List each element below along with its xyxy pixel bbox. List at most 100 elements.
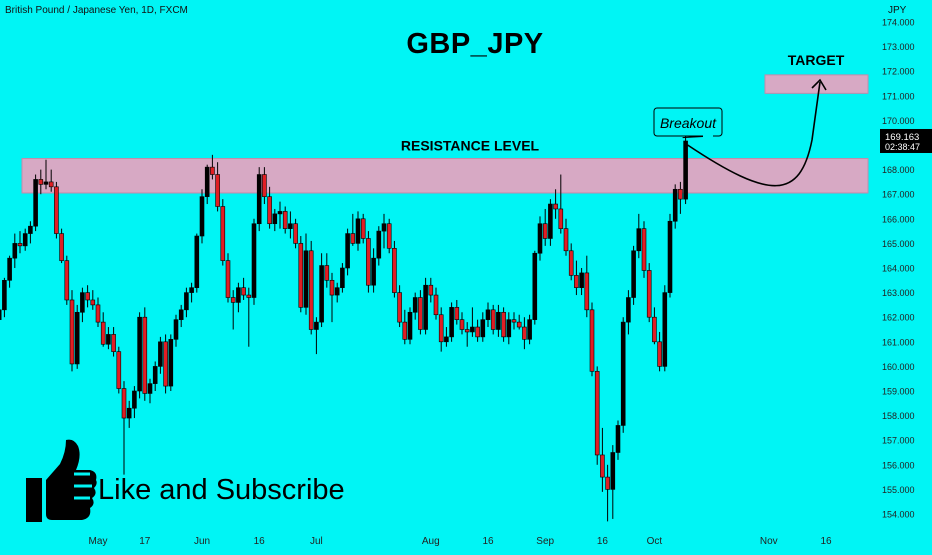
- candle-body: [506, 319, 512, 338]
- candle: [236, 282, 241, 313]
- candle: [152, 361, 158, 391]
- candle-body: [288, 223, 293, 229]
- chart-title: GBP_JPY: [406, 28, 544, 60]
- candle-body: [652, 316, 657, 343]
- candle: [345, 228, 350, 276]
- candle: [418, 290, 423, 335]
- candle: [366, 231, 371, 293]
- candle: [225, 253, 231, 303]
- candle-body: [28, 225, 33, 234]
- candle-body: [646, 270, 652, 318]
- candle-body: [594, 371, 600, 456]
- candle: [392, 240, 397, 298]
- candle: [22, 228, 28, 251]
- y-tick-label: 159.000: [882, 387, 915, 397]
- candle: [0, 309, 2, 320]
- like-subscribe-text: Like and Subscribe: [98, 474, 345, 506]
- candle-body: [470, 326, 475, 333]
- candle: [589, 302, 595, 377]
- breakout-callout-box: [653, 107, 723, 137]
- candle-body: [90, 299, 96, 306]
- candle: [262, 167, 267, 205]
- candle: [43, 159, 49, 190]
- candle-body: [189, 287, 194, 293]
- candle-body: [626, 297, 631, 323]
- candle-body: [241, 287, 246, 296]
- candle: [553, 189, 558, 219]
- candle: [620, 317, 626, 433]
- candle-body: [95, 304, 101, 323]
- candle-body: [137, 316, 142, 392]
- candle-body: [54, 186, 59, 234]
- thumbs-up-icon: [26, 439, 97, 522]
- candle: [74, 304, 80, 369]
- candle: [64, 255, 70, 305]
- candle-body: [532, 252, 538, 320]
- candle: [293, 218, 298, 249]
- currency-label: JPY: [888, 5, 907, 16]
- candle: [334, 282, 340, 303]
- candle-body: [251, 223, 257, 298]
- candle: [246, 287, 252, 347]
- candle: [329, 272, 335, 323]
- candle-body: [152, 366, 158, 384]
- candle: [563, 218, 569, 256]
- candle-body: [376, 230, 382, 259]
- candle: [662, 285, 668, 372]
- candle-body: [2, 279, 7, 311]
- candle: [303, 233, 309, 315]
- candle-body: [381, 223, 387, 232]
- candle-body: [600, 454, 605, 478]
- candle: [121, 381, 127, 475]
- candle: [126, 400, 132, 428]
- candle: [199, 189, 205, 244]
- candle: [667, 213, 673, 298]
- candle: [501, 307, 506, 342]
- candle-body: [397, 292, 402, 323]
- candle: [631, 245, 636, 305]
- candle: [189, 282, 194, 303]
- candle: [267, 186, 272, 229]
- candle: [163, 334, 168, 394]
- candle: [485, 302, 491, 328]
- candle: [397, 285, 402, 328]
- y-tick-label: 174.000: [882, 18, 915, 28]
- candle: [381, 213, 387, 249]
- y-tick-label: 170.000: [882, 116, 915, 126]
- candle-body: [574, 275, 579, 288]
- last-price-tag: [880, 128, 932, 153]
- candle: [522, 317, 527, 350]
- candle-body: [236, 287, 241, 303]
- candle-body: [548, 203, 553, 239]
- candle-body: [563, 228, 569, 252]
- candle: [241, 277, 246, 300]
- candle-body: [293, 223, 298, 244]
- candle: [59, 228, 64, 264]
- candle-body: [423, 284, 428, 330]
- candle: [12, 233, 18, 268]
- candle-body: [7, 257, 12, 281]
- candle-body: [277, 211, 283, 215]
- candle-body: [672, 188, 678, 222]
- candle-body: [282, 211, 288, 229]
- candle: [28, 221, 33, 244]
- candle-body: [428, 284, 434, 296]
- candle: [412, 292, 418, 320]
- candle-body: [667, 220, 673, 293]
- candle-body: [480, 319, 486, 338]
- candle-body: [199, 196, 205, 237]
- candle-body: [605, 476, 610, 490]
- candle-body: [142, 316, 148, 394]
- candle: [376, 226, 382, 266]
- candle-body: [69, 299, 75, 365]
- candle: [184, 287, 189, 318]
- y-tick-label: 154.000: [882, 510, 915, 520]
- x-tick-label: Jul: [310, 536, 323, 547]
- candle-body: [0, 309, 2, 320]
- candle: [470, 307, 475, 337]
- x-tick-label: Oct: [647, 536, 663, 547]
- y-tick-label: 171.000: [882, 91, 915, 101]
- candle: [511, 312, 517, 330]
- candle-body: [210, 166, 215, 175]
- candle: [54, 181, 59, 239]
